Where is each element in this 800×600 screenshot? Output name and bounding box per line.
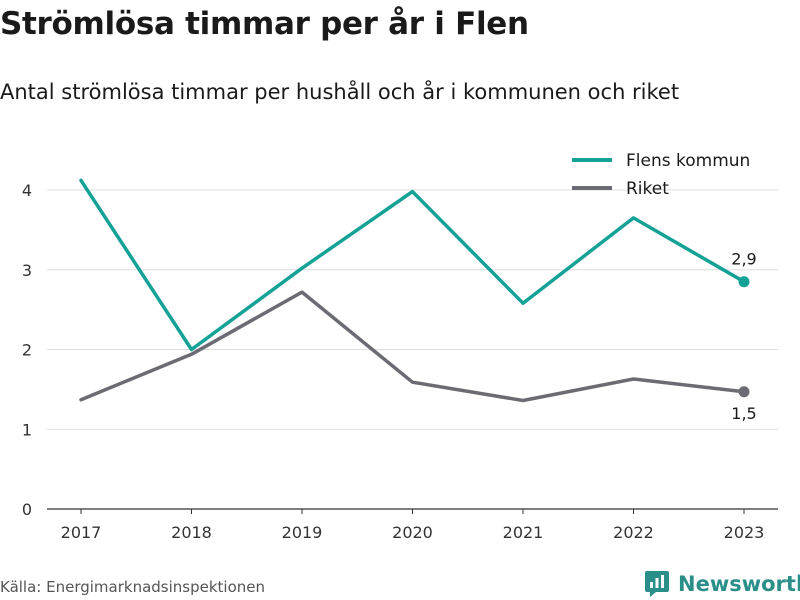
x-tick-label: 2017 bbox=[61, 523, 102, 542]
y-tick-label: 3 bbox=[22, 261, 32, 280]
legend-label: Riket bbox=[626, 179, 669, 199]
series-end-point bbox=[738, 386, 750, 398]
x-tick-label: 2018 bbox=[171, 523, 212, 542]
brand-logo: Newsworthy bbox=[644, 569, 800, 599]
source-note: Källa: Energimarknadsinspektionen bbox=[0, 578, 266, 596]
series-line-1 bbox=[79, 178, 746, 352]
x-tick-label: 2021 bbox=[503, 523, 544, 542]
chart-title: Strömlösa timmar per år i Flen bbox=[0, 6, 529, 42]
chart-subtitle: Antal strömlösa timmar per hushåll och å… bbox=[0, 80, 680, 104]
x-tick-label: 2019 bbox=[282, 523, 323, 542]
legend-label: Flens kommun bbox=[626, 151, 750, 171]
series-group: 2,9 1,5 bbox=[79, 178, 757, 423]
y-tick-label: 2 bbox=[22, 341, 32, 360]
x-axis-ticks: 2017 2018 2019 2020 2021 2022 2023 bbox=[61, 509, 765, 542]
y-tick-label: 0 bbox=[22, 500, 32, 519]
series-line-2 bbox=[79, 290, 746, 403]
newsworthy-logo-icon bbox=[645, 571, 669, 597]
series-end-label: 2,9 bbox=[731, 250, 756, 269]
series-end-label: 1,5 bbox=[731, 404, 756, 423]
y-tick-label: 4 bbox=[22, 181, 32, 200]
y-tick-label: 1 bbox=[22, 420, 32, 439]
x-tick-label: 2022 bbox=[613, 523, 654, 542]
brand-name: Newsworthy bbox=[678, 572, 800, 596]
x-tick-label: 2020 bbox=[392, 523, 433, 542]
legend: Flens kommun Riket bbox=[572, 151, 750, 199]
y-axis-ticks: 0 1 2 3 4 bbox=[22, 181, 32, 519]
series-end-point bbox=[738, 276, 750, 288]
x-tick-label: 2023 bbox=[724, 523, 765, 542]
